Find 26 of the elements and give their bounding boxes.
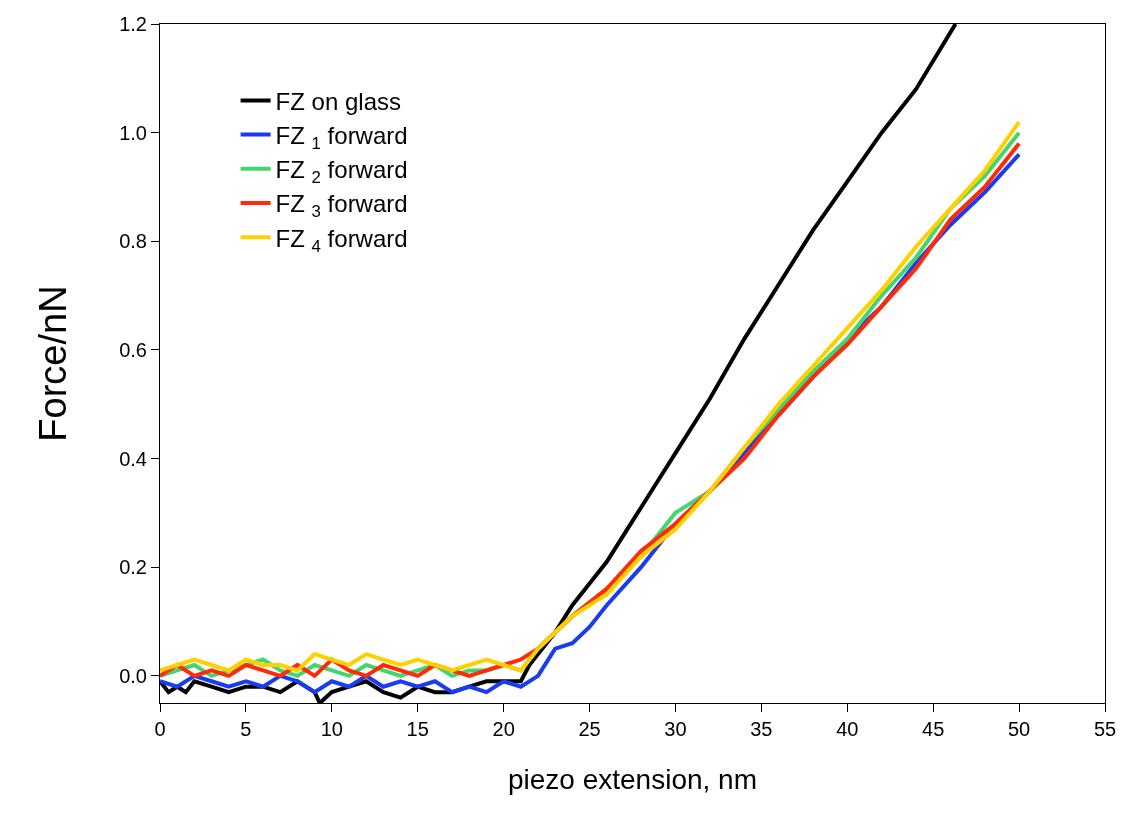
x-tick-label: 55 — [1093, 718, 1117, 740]
y-tick-label: 0.6 — [119, 338, 147, 361]
y-tick-label: 1.0 — [119, 121, 147, 144]
x-tick-label: 5 — [240, 718, 252, 740]
legend-label: FZ on glass — [275, 87, 401, 115]
x-tick-label: 45 — [922, 718, 945, 740]
x-tick-label: 15 — [406, 718, 429, 740]
x-tick-label: 25 — [578, 718, 601, 740]
x-tick-label: 40 — [836, 718, 859, 740]
x-tick-label: 20 — [492, 718, 515, 740]
legend-label: FZ $_{3}$ forward — [275, 190, 408, 222]
y-tick-label: 1.2 — [119, 13, 147, 35]
x-tick-label: 35 — [750, 718, 773, 740]
x-tick-label: 0 — [154, 718, 166, 740]
y-tick-label: 0.0 — [119, 664, 147, 687]
x-tick-label: 10 — [320, 718, 343, 740]
y-tick-label: 0.4 — [119, 447, 147, 470]
x-tick-label: 50 — [1007, 718, 1031, 740]
legend-label: FZ $_{2}$ forward — [275, 156, 408, 188]
y-tick-label: 0.8 — [119, 230, 147, 253]
x-tick-label: 30 — [664, 718, 687, 740]
y-tick-label: 0.2 — [119, 556, 147, 579]
y-axis-title: Force/nN — [32, 285, 75, 442]
legend-label: FZ $_{1}$ forward — [275, 121, 408, 154]
legend-label: FZ $_{4}$ forward — [275, 224, 408, 256]
x-axis-title: piezo extension, nm — [507, 764, 758, 796]
